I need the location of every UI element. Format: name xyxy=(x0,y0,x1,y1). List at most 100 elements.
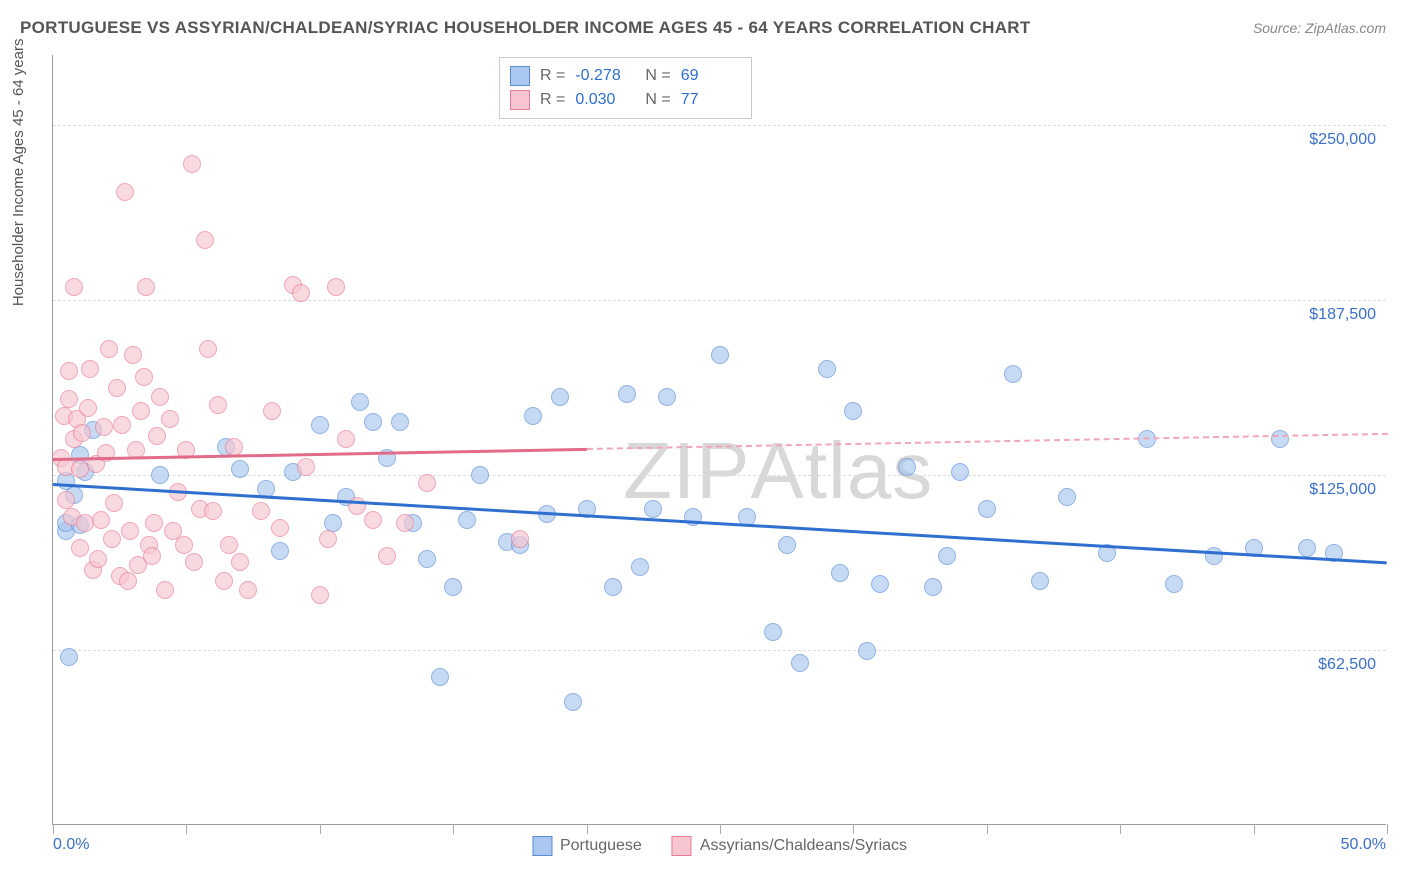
data-point xyxy=(185,553,203,571)
y-axis-label: $250,000 xyxy=(1309,131,1376,149)
data-point xyxy=(511,530,529,548)
data-point xyxy=(225,438,243,456)
data-point xyxy=(778,536,796,554)
data-point xyxy=(73,424,91,442)
data-point xyxy=(319,530,337,548)
swatch-pink-icon xyxy=(510,90,530,110)
data-point xyxy=(378,547,396,565)
data-point xyxy=(263,402,281,420)
data-point xyxy=(631,558,649,576)
trend-line xyxy=(587,433,1387,450)
data-point xyxy=(418,474,436,492)
chart-title: PORTUGUESE VS ASSYRIAN/CHALDEAN/SYRIAC H… xyxy=(20,18,1031,38)
data-point xyxy=(431,668,449,686)
stats-row-assyrian: R = 0.030 N = 77 xyxy=(510,88,741,112)
data-point xyxy=(1058,488,1076,506)
data-point xyxy=(564,693,582,711)
data-point xyxy=(135,368,153,386)
data-point xyxy=(252,502,270,520)
data-point xyxy=(337,430,355,448)
data-point xyxy=(196,231,214,249)
data-point xyxy=(231,460,249,478)
data-point xyxy=(92,511,110,529)
y-axis-label: $125,000 xyxy=(1309,481,1376,499)
data-point xyxy=(364,413,382,431)
data-point xyxy=(204,502,222,520)
gridline xyxy=(53,650,1386,651)
data-point xyxy=(458,511,476,529)
x-tick xyxy=(53,824,54,834)
y-axis-title: Householder Income Ages 45 - 64 years xyxy=(10,39,27,307)
data-point xyxy=(209,396,227,414)
data-point xyxy=(327,278,345,296)
x-tick xyxy=(1254,824,1255,834)
data-point xyxy=(348,497,366,515)
data-point xyxy=(938,547,956,565)
data-point xyxy=(105,494,123,512)
data-point xyxy=(151,466,169,484)
legend-label: Portuguese xyxy=(560,837,642,855)
stat-n-label: N = xyxy=(645,67,670,85)
data-point xyxy=(137,278,155,296)
data-point xyxy=(471,466,489,484)
legend-label: Assyrians/Chaldeans/Syriacs xyxy=(700,837,907,855)
x-tick xyxy=(587,824,588,834)
x-tick xyxy=(1120,824,1121,834)
data-point xyxy=(311,586,329,604)
x-tick xyxy=(320,824,321,834)
data-point xyxy=(658,388,676,406)
data-point xyxy=(65,278,83,296)
gridline xyxy=(53,125,1386,126)
data-point xyxy=(324,514,342,532)
stats-row-portuguese: R = -0.278 N = 69 xyxy=(510,64,741,88)
data-point xyxy=(143,547,161,565)
data-point xyxy=(60,648,78,666)
data-point xyxy=(199,340,217,358)
gridline xyxy=(53,475,1386,476)
gridline xyxy=(53,300,1386,301)
data-point xyxy=(311,416,329,434)
data-point xyxy=(818,360,836,378)
data-point xyxy=(297,458,315,476)
data-point xyxy=(113,416,131,434)
data-point xyxy=(79,399,97,417)
data-point xyxy=(57,491,75,509)
data-point xyxy=(89,550,107,568)
data-point xyxy=(1165,575,1183,593)
swatch-pink-icon xyxy=(672,836,692,856)
data-point xyxy=(121,522,139,540)
data-point xyxy=(418,550,436,568)
data-point xyxy=(524,407,542,425)
data-point xyxy=(1031,572,1049,590)
data-point xyxy=(60,390,78,408)
data-point xyxy=(871,575,889,593)
data-point xyxy=(156,581,174,599)
data-point xyxy=(175,536,193,554)
data-point xyxy=(391,413,409,431)
data-point xyxy=(831,564,849,582)
data-point xyxy=(271,542,289,560)
x-tick xyxy=(186,824,187,834)
data-point xyxy=(71,539,89,557)
stats-box: R = -0.278 N = 69 R = 0.030 N = 77 xyxy=(499,57,752,119)
data-point xyxy=(231,553,249,571)
data-point xyxy=(151,388,169,406)
data-point xyxy=(60,362,78,380)
stat-r-value-2: 0.030 xyxy=(575,91,635,109)
data-point xyxy=(116,183,134,201)
data-point xyxy=(161,410,179,428)
data-point xyxy=(76,514,94,532)
data-point xyxy=(148,427,166,445)
data-point xyxy=(220,536,238,554)
data-point xyxy=(100,340,118,358)
x-tick xyxy=(853,824,854,834)
data-point xyxy=(351,393,369,411)
data-point xyxy=(1004,365,1022,383)
data-point xyxy=(924,578,942,596)
legend-item-portuguese: Portuguese xyxy=(532,836,642,856)
data-point xyxy=(108,379,126,397)
y-axis-label: $62,500 xyxy=(1318,656,1376,674)
data-point xyxy=(239,581,257,599)
data-point xyxy=(145,514,163,532)
data-point xyxy=(604,578,622,596)
